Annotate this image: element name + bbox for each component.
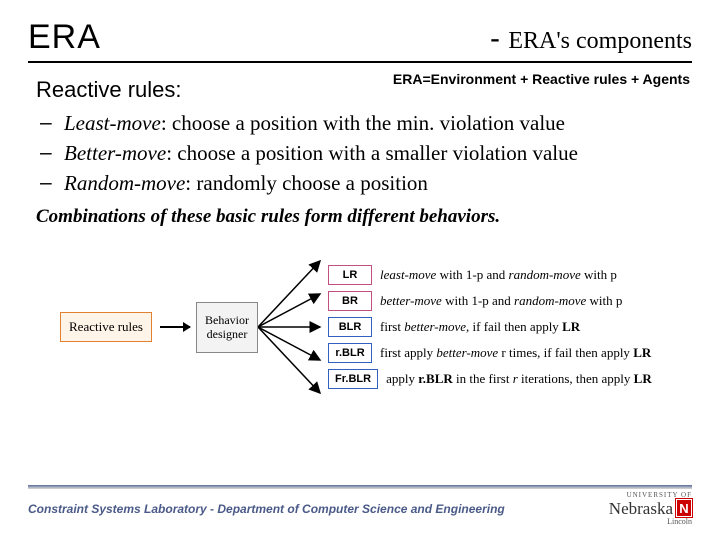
fan-arrows-icon <box>258 247 328 407</box>
bullet-item: –Least-move: choose a position with the … <box>36 109 692 137</box>
footer-text: Constraint Systems Laboratory - Departme… <box>28 502 505 516</box>
rule-code-box: BLR <box>328 317 372 337</box>
rule-row: BLR first better-move, if fail then apply… <box>328 317 652 337</box>
rule-code-box: Fr.BLR <box>328 369 378 389</box>
combo-line: Combinations of these basic rules form d… <box>36 204 692 230</box>
rule-description: apply r.BLR in the first r iterations, t… <box>386 371 652 387</box>
rule-code-box: r.BLR <box>328 343 372 363</box>
arrow-icon <box>160 326 190 328</box>
footer-divider <box>28 485 692 488</box>
rule-row: Fr.BLR apply r.BLR in the first r iterati… <box>328 369 652 389</box>
rule-description: least-move with 1-p and random-move with… <box>380 267 617 283</box>
rule-row: BR better-move with 1-p and random-move w… <box>328 291 652 311</box>
header-divider <box>28 61 692 63</box>
rule-description: better-move with 1-p and random-move wit… <box>380 293 622 309</box>
rule-row: LR least-move with 1-p and random-move wi… <box>328 265 652 285</box>
title-left: ERA <box>28 18 101 57</box>
rule-row: r.BLR first apply better-move r times, if… <box>328 343 652 363</box>
rules-column: LR least-move with 1-p and random-move wi… <box>328 265 652 389</box>
bullet-item: –Better-move: choose a position with a s… <box>36 139 692 167</box>
bullet-list: –Least-move: choose a position with the … <box>36 109 692 198</box>
content-area: Reactive rules: –Least-move: choose a po… <box>0 75 720 229</box>
rule-code-box: BR <box>328 291 372 311</box>
rule-code-box: LR <box>328 265 372 285</box>
slide-header: ERA - ERA's components <box>0 0 720 61</box>
rule-description: first better-move, if fail then apply LR <box>380 319 580 335</box>
nebraska-n-icon: N <box>676 499 692 517</box>
behavior-diagram: Reactive rules Behavior designer LR least… <box>60 247 660 407</box>
bullet-item: –Random-move: randomly choose a position <box>36 169 692 197</box>
title-right: - ERA's components <box>490 22 692 56</box>
behavior-designer-box: Behavior designer <box>196 302 258 353</box>
rule-description: first apply better-move r times, if fail… <box>380 345 651 361</box>
reactive-rules-box: Reactive rules <box>60 312 152 342</box>
university-logo: UNIVERSITY OF Nebraska N Lincoln <box>609 492 692 526</box>
footer: Constraint Systems Laboratory - Departme… <box>0 485 720 526</box>
